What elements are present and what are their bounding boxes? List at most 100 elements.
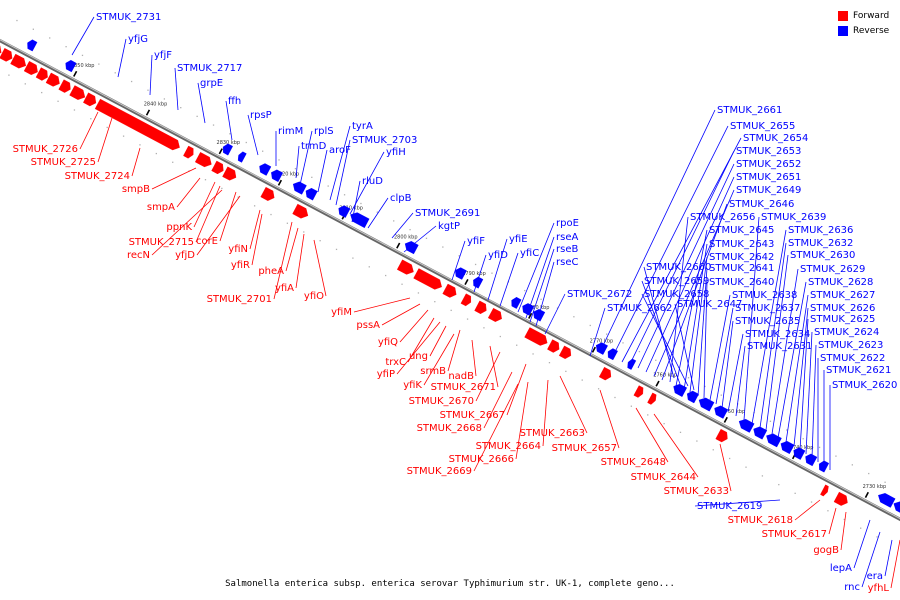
- gene-label-stmuk-2731: STMUK_2731: [96, 12, 161, 23]
- leader-line: [793, 307, 809, 447]
- gene-label-stmuk-2643: STMUK_2643: [709, 239, 774, 250]
- gene-label-stmuk-2636: STMUK_2636: [788, 225, 853, 236]
- reverse-gene: [350, 212, 370, 229]
- leader-line: [399, 309, 429, 343]
- scale-tick-label: 2800 kbp: [394, 235, 418, 241]
- track-dot: [769, 420, 772, 422]
- leader-line: [249, 209, 261, 250]
- track-dot: [532, 353, 534, 355]
- track-dot: [352, 257, 354, 259]
- legend-reverse-label: Reverse: [853, 25, 890, 36]
- scale-ticks: 2850 kbp 2840 kbp 2830 kbp 2820 kbp 2810 kbp…: [71, 63, 886, 498]
- gene-label-smpb: smpB: [122, 184, 150, 195]
- gene-label-stmuk-2667: STMUK_2667: [440, 410, 505, 421]
- leader-line: [765, 254, 789, 431]
- gene-label-stmuk-2620: STMUK_2620: [832, 380, 897, 391]
- track-dot: [212, 124, 215, 126]
- gene-label-ppnk: ppnK: [166, 222, 192, 233]
- scale-tick-mark: [528, 312, 533, 319]
- reverse-swatch: [838, 25, 848, 36]
- reverse-gene: [511, 296, 522, 309]
- gene-label-rnc: rnc: [844, 582, 860, 593]
- track-dot: [425, 237, 428, 239]
- leader-line: [489, 345, 499, 388]
- forward-gene: [460, 293, 471, 307]
- gene-label-stmuk-2669: STMUK_2669: [407, 466, 472, 477]
- track-dot: [671, 368, 673, 370]
- track-dot: [163, 98, 166, 100]
- track-dot: [712, 449, 714, 451]
- leader-line: [451, 240, 466, 281]
- gene-label-rimm: rimM: [278, 126, 303, 137]
- gene-label-stmuk-2618: STMUK_2618: [728, 515, 793, 526]
- reverse-gene: [793, 447, 806, 460]
- leader-line: [853, 519, 871, 569]
- gene-label-rlud: rluD: [362, 176, 383, 187]
- track-dot: [237, 196, 239, 198]
- reverse-gene: [454, 267, 467, 280]
- track-dot: [393, 220, 395, 222]
- gene-label-stmuk-2651: STMUK_2651: [736, 172, 801, 183]
- leader-line: [629, 150, 735, 365]
- reverse-gene: [404, 241, 419, 255]
- leader-line: [694, 499, 781, 507]
- legend: Forward Reverse: [838, 8, 898, 38]
- track-dot: [311, 176, 313, 179]
- leader-line: [381, 303, 421, 326]
- gene-label-stmuk-2641: STMUK_2641: [709, 263, 774, 274]
- track-dot: [802, 438, 804, 440]
- track-dot: [49, 37, 51, 39]
- forward-swatch: [838, 10, 848, 21]
- gene-label-stmuk-2637: STMUK_2637: [735, 303, 800, 314]
- scale-tick-label: 2780 kbp: [526, 305, 550, 311]
- gene-label-stmuk-2659: STMUK_2659: [644, 276, 709, 287]
- track-dot: [286, 222, 289, 224]
- track-dot: [65, 46, 67, 48]
- gene-label-stmuk-2666: STMUK_2666: [449, 454, 514, 465]
- track-dot: [155, 152, 157, 155]
- reverse-gene: [698, 397, 715, 412]
- track-dot: [180, 107, 182, 109]
- track-dot: [597, 388, 600, 390]
- leader-line: [721, 320, 734, 409]
- track-dot: [57, 100, 59, 102]
- gene-label-rseb: rseB: [556, 244, 578, 255]
- leader-line: [703, 281, 708, 399]
- forward-gene: [69, 85, 86, 100]
- gene-label-stmuk-2622: STMUK_2622: [820, 353, 885, 364]
- reverse-gene: [780, 440, 795, 455]
- gene-label-clpb: clpB: [390, 193, 412, 204]
- forward-gene: [260, 186, 275, 201]
- gene-label-yfip: yfiP: [377, 369, 395, 380]
- leader-line: [295, 233, 305, 289]
- track-dot: [360, 202, 362, 205]
- track-dot: [483, 327, 485, 329]
- track-dot: [229, 133, 231, 135]
- leader-line: [715, 307, 734, 405]
- forward-gene: [524, 327, 548, 346]
- leader-line: [611, 125, 729, 359]
- gene-label-stmuk-2664: STMUK_2664: [476, 441, 541, 452]
- leader-line: [683, 243, 708, 391]
- forward-gene: [45, 72, 60, 87]
- track-dot: [884, 481, 886, 483]
- leader-line: [71, 16, 95, 56]
- leader-line: [635, 407, 669, 463]
- track-dot: [605, 333, 608, 335]
- track-dot: [778, 483, 780, 486]
- leader-line: [811, 344, 817, 459]
- scale-tick-mark: [655, 380, 660, 387]
- gene-label-yfia: yfiA: [275, 283, 294, 294]
- leader-line: [353, 297, 411, 313]
- scale-tick-mark: [277, 179, 283, 186]
- gene-label-nadb: nadB: [448, 371, 474, 382]
- reverse-gene: [714, 405, 729, 419]
- forward-gene: [715, 428, 728, 443]
- leader-line: [471, 339, 477, 377]
- gene-label-stmuk-2655: STMUK_2655: [730, 121, 795, 132]
- gene-label-stmuk-2647: STMUK_2647: [677, 299, 742, 310]
- track-dot: [516, 344, 518, 346]
- track-dot: [327, 185, 329, 187]
- gene-label-stmuk-2630: STMUK_2630: [790, 250, 855, 261]
- scale-tick-label: 2830 kbp: [217, 140, 241, 146]
